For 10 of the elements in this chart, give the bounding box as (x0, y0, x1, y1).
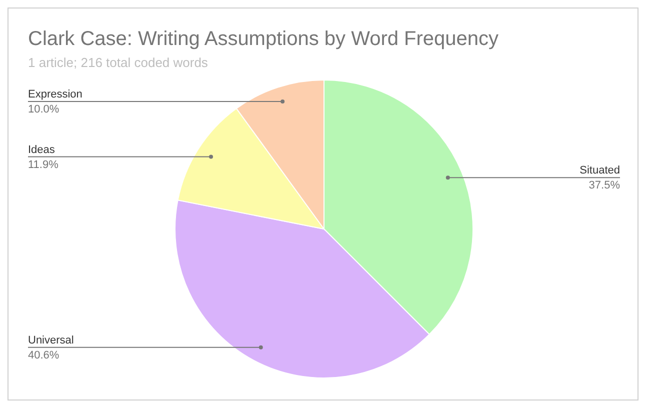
data-label: 37.5% (588, 180, 620, 192)
slice-label: Expression (28, 88, 82, 100)
slice-label: Universal (28, 334, 74, 346)
slice-label: Situated (580, 164, 620, 177)
chart-title: Clark Case: Writing Assumptions by Word Frequency (28, 28, 499, 50)
data-label: 40.6% (28, 349, 60, 362)
chart-subtitle: 1 article; 216 total coded words (28, 55, 208, 70)
data-label: 11.9% (28, 158, 59, 171)
data-label: 10.0% (28, 103, 60, 116)
slice-label: Ideas (28, 144, 56, 156)
